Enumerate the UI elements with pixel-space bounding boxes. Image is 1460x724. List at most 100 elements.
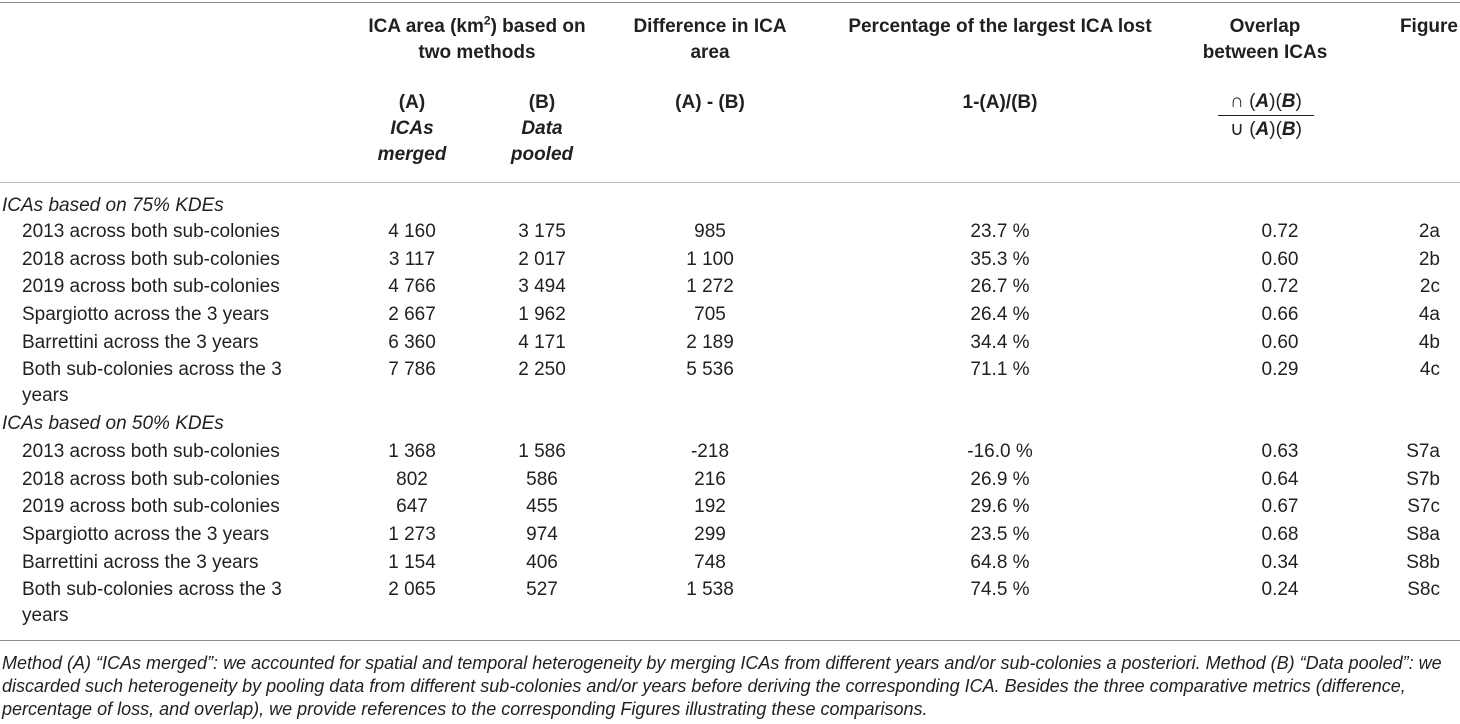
subheader-a-code: (A): [398, 92, 426, 113]
cell-data-pooled: 455: [526, 496, 558, 517]
cell-overlap: 0.63: [1261, 441, 1299, 462]
header-figure: Figure: [1399, 16, 1458, 37]
cell-difference: 216: [694, 469, 726, 490]
cell-data-pooled: 406: [526, 552, 558, 573]
cell-difference: 705: [694, 304, 726, 325]
section-title: ICAs based on 75% KDEs: [2, 195, 224, 216]
subheader-a: (A) ICAs merged: [362, 90, 462, 168]
cell-ica-merged: 2 667: [388, 304, 436, 325]
row-label: Barrettini across the 3 years: [22, 332, 259, 353]
cell-figure: S8c: [1407, 579, 1440, 600]
cell-percentage: 26.4 %: [970, 304, 1030, 325]
header-ica-area-pre: ICA area (km: [368, 16, 484, 37]
cell-overlap: 0.64: [1261, 469, 1299, 490]
intersection-symbol: ∩: [1230, 91, 1244, 112]
overlap-formula-numerator: ∩ (A)(B): [1230, 91, 1302, 112]
header-overlap: Overlap between ICAs: [1202, 16, 1328, 63]
cell-ica-merged: 7 786: [388, 359, 436, 380]
cell-figure: 2a: [1418, 221, 1440, 242]
row-label: 2013 across both sub-colonies: [22, 441, 280, 462]
cell-data-pooled: 3 175: [518, 221, 566, 242]
overlap-var-a: A: [1255, 119, 1270, 140]
cell-ica-merged: 802: [396, 469, 428, 490]
row-label: Both sub-colonies across the 3 years: [22, 359, 282, 406]
cell-percentage: 34.4 %: [970, 332, 1030, 353]
row-label: 2013 across both sub-colonies: [22, 221, 280, 242]
cell-figure: S7c: [1407, 496, 1440, 517]
cell-figure: S8a: [1406, 524, 1440, 545]
top-rule: [0, 2, 1460, 3]
cell-figure: S7a: [1406, 441, 1440, 462]
union-symbol: ∪: [1230, 119, 1244, 140]
cell-percentage: -16.0 %: [967, 441, 1033, 462]
cell-difference: 1 100: [686, 249, 734, 270]
cell-ica-merged: 647: [396, 496, 428, 517]
fraction-bar: [1218, 115, 1314, 116]
cell-difference: 1 538: [686, 579, 734, 600]
cell-percentage: 26.7 %: [970, 276, 1030, 297]
cell-ica-merged: 1 273: [388, 524, 436, 545]
cell-percentage: 35.3 %: [970, 249, 1030, 270]
cell-difference: 299: [694, 524, 726, 545]
header-divider: [0, 182, 1460, 183]
cell-overlap: 0.34: [1261, 552, 1299, 573]
row-label: 2019 across both sub-colonies: [22, 276, 280, 297]
cell-overlap: 0.60: [1261, 249, 1299, 270]
cell-overlap: 0.24: [1261, 579, 1299, 600]
cell-overlap: 0.66: [1261, 304, 1299, 325]
header-percentage: Percentage of the largest ICA lost: [848, 16, 1152, 37]
cell-data-pooled: 2 017: [518, 249, 566, 270]
cell-figure: 4b: [1418, 332, 1440, 353]
header-ica-area-sup: 2: [483, 13, 491, 28]
subheader-b-code: (B): [528, 92, 556, 113]
cell-data-pooled: 1 586: [518, 441, 566, 462]
cell-data-pooled: 2 250: [518, 359, 566, 380]
cell-percentage: 26.9 %: [970, 469, 1030, 490]
cell-overlap: 0.60: [1261, 332, 1299, 353]
row-label: Spargiotto across the 3 years: [22, 304, 270, 325]
subheader-pct-formula: 1-(A)/(B): [962, 92, 1038, 113]
cell-difference: -218: [690, 441, 730, 462]
cell-difference: 2 189: [686, 332, 734, 353]
overlap-formula: ∩ (A)(B) ∪ (A)(B): [1218, 90, 1314, 142]
overlap-var-b: B: [1281, 119, 1296, 140]
subheader-b-label: Data pooled: [510, 118, 574, 165]
cell-figure: 2b: [1418, 249, 1440, 270]
cell-percentage: 29.6 %: [970, 496, 1030, 517]
cell-difference: 1 272: [686, 276, 734, 297]
cell-data-pooled: 3 494: [518, 276, 566, 297]
cell-ica-merged: 1 154: [388, 552, 436, 573]
row-label: Barrettini across the 3 years: [22, 552, 259, 573]
subheader-a-label: ICAs merged: [377, 118, 447, 165]
cell-overlap: 0.68: [1261, 524, 1299, 545]
cell-percentage: 23.7 %: [970, 221, 1030, 242]
cell-data-pooled: 974: [526, 524, 558, 545]
cell-data-pooled: 4 171: [518, 332, 566, 353]
cell-ica-merged: 4 766: [388, 276, 436, 297]
cell-figure: 4a: [1418, 304, 1440, 325]
header-difference: Difference in ICA area: [633, 16, 787, 63]
cell-overlap: 0.72: [1261, 276, 1299, 297]
cell-difference: 748: [694, 552, 726, 573]
cell-percentage: 64.8 %: [970, 552, 1030, 573]
cell-overlap: 0.72: [1261, 221, 1299, 242]
cell-ica-merged: 6 360: [388, 332, 436, 353]
cell-ica-merged: 1 368: [388, 441, 436, 462]
cell-percentage: 74.5 %: [970, 579, 1030, 600]
cell-data-pooled: 527: [526, 579, 558, 600]
cell-difference: 5 536: [686, 359, 734, 380]
cell-ica-merged: 4 160: [388, 221, 436, 242]
row-label: Both sub-colonies across the 3 years: [22, 579, 282, 626]
overlap-formula-denominator: ∪ (A)(B): [1230, 119, 1302, 140]
cell-figure: 2c: [1419, 276, 1440, 297]
cell-figure: S8b: [1406, 552, 1440, 573]
cell-data-pooled: 586: [526, 469, 558, 490]
row-label: Spargiotto across the 3 years: [22, 524, 270, 545]
cell-overlap: 0.67: [1261, 496, 1299, 517]
header-ica-area-post: ) based on two methods: [418, 16, 586, 63]
cell-figure: 4c: [1419, 359, 1440, 380]
row-label: 2019 across both sub-colonies: [22, 496, 280, 517]
row-label: 2018 across both sub-colonies: [22, 469, 280, 490]
cell-percentage: 71.1 %: [970, 359, 1030, 380]
